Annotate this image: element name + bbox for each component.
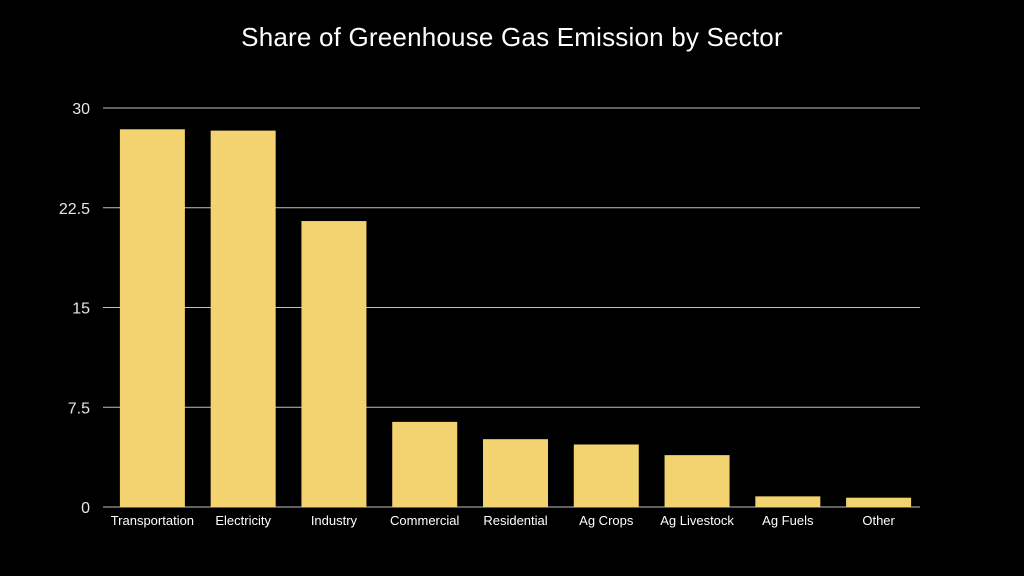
chart-title: Share of Greenhouse Gas Emission by Sect… bbox=[241, 22, 783, 52]
y-tick-label: 15 bbox=[72, 301, 90, 318]
bar bbox=[664, 455, 730, 507]
bar bbox=[846, 497, 912, 507]
x-tick-label: Electricity bbox=[215, 513, 271, 528]
bar bbox=[392, 421, 458, 507]
x-tick-label: Commercial bbox=[390, 513, 459, 528]
x-tick-label: Industry bbox=[311, 513, 358, 528]
bar bbox=[119, 129, 185, 507]
y-tick-label: 30 bbox=[72, 101, 90, 118]
x-tick-label: Other bbox=[862, 513, 895, 528]
x-axis-labels: Transportation Electricity Industry Commerc… bbox=[111, 513, 896, 528]
x-tick-label: Transportation bbox=[111, 513, 194, 528]
bar bbox=[755, 496, 821, 507]
bar bbox=[301, 221, 367, 508]
y-tick-label: 0 bbox=[81, 500, 90, 517]
y-tick-label: 7.5 bbox=[68, 400, 90, 417]
x-tick-label: Ag Fuels bbox=[762, 513, 814, 528]
y-axis-ticks: 0 7.5 15 22.5 30 bbox=[59, 101, 90, 517]
x-tick-label: Ag Livestock bbox=[660, 513, 734, 528]
bar bbox=[210, 130, 276, 508]
bars bbox=[119, 129, 912, 508]
x-tick-label: Ag Crops bbox=[579, 513, 634, 528]
x-tick-label: Residential bbox=[483, 513, 547, 528]
bar bbox=[483, 439, 548, 507]
y-tick-label: 22.5 bbox=[59, 201, 90, 218]
bar bbox=[573, 444, 639, 507]
